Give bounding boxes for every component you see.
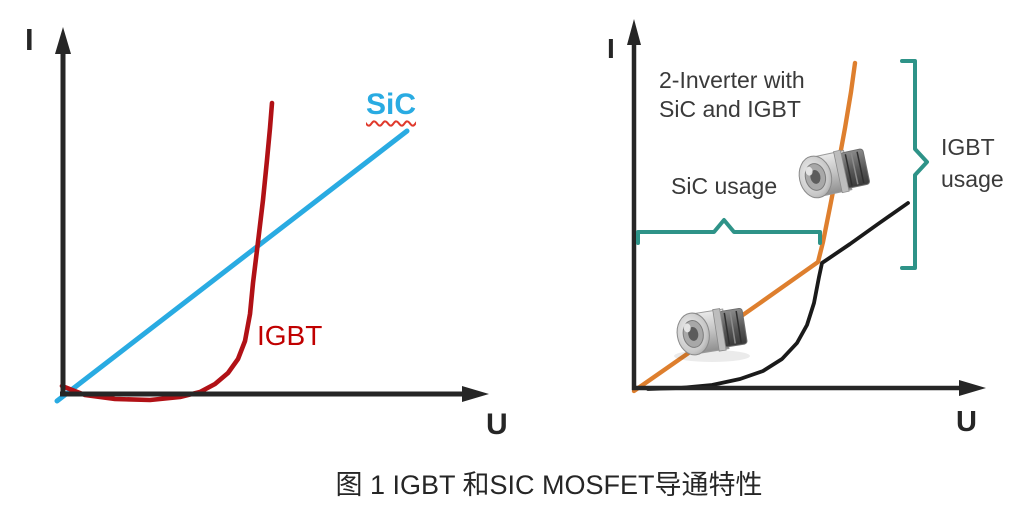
power-device-photo-lower: [673, 304, 749, 358]
sic-line: [54, 128, 410, 404]
inverter-annotation: 2-Inverter with SiC and IGBT: [659, 66, 805, 124]
figure-caption: 图 1 IGBT 和SIC MOSFET导通特性: [335, 470, 763, 500]
right-x-axis-label: U: [956, 406, 977, 438]
left-y-axis-label: I: [25, 22, 34, 57]
right-y-axis-label: I: [607, 33, 615, 64]
left-y-arrowhead-icon: [55, 27, 71, 54]
igbt-series-label: IGBT: [257, 320, 323, 351]
igbt-curve: [59, 100, 275, 403]
right-x-arrowhead-icon: [959, 380, 986, 396]
sic-usage-bracket-icon: [636, 218, 822, 245]
power-device-photo-upper: [794, 144, 872, 202]
left-x-axis-label: U: [486, 408, 508, 441]
igbt-usage-label-line2: usage: [941, 166, 1004, 192]
sic-series-label: SiC: [366, 88, 417, 121]
left-x-arrowhead-icon: [462, 386, 489, 402]
igbt-usage-label: IGBT usage: [941, 131, 1004, 195]
igbt-usage-label-line1: IGBT: [941, 134, 995, 160]
igbt-usage-bracket-icon: [900, 59, 929, 270]
sic-usage-label: SiC usage: [671, 173, 778, 199]
inverter-annotation-line1: 2-Inverter with: [659, 67, 805, 93]
complementary-path-black: [646, 201, 910, 391]
inverter-annotation-line2: SiC and IGBT: [659, 96, 801, 122]
right-y-arrowhead-icon: [627, 19, 641, 45]
